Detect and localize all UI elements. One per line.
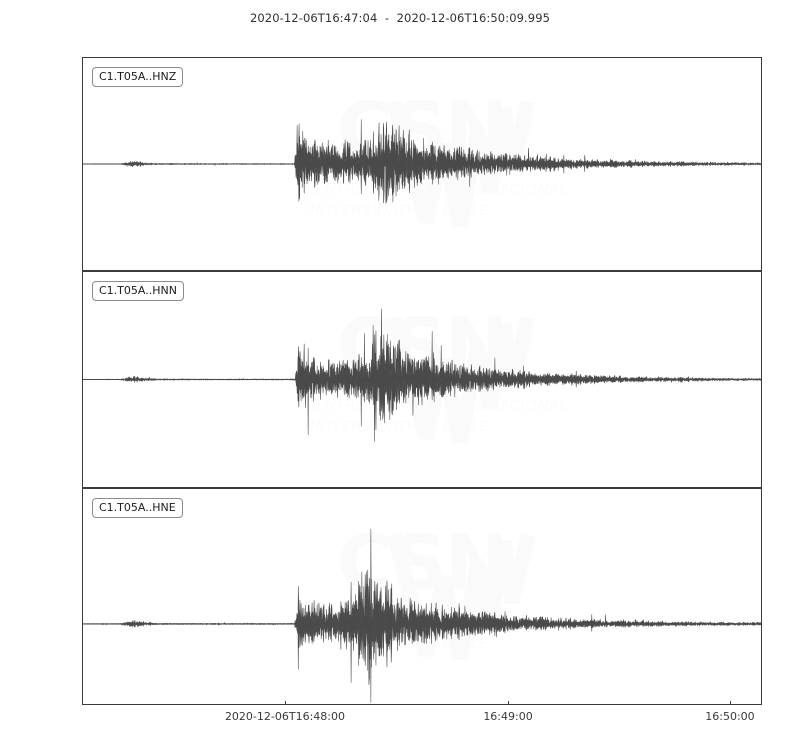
channel-label-hnz[interactable]: C1.T05A..HNZ bbox=[92, 67, 184, 87]
waveform-panel-hnn[interactable]: CSN CENTRO SISMOLÓGICO NACIONAL UNIVERSIDA… bbox=[82, 271, 762, 488]
ytick-mark-hnz-0 bbox=[82, 81, 83, 82]
ytick-mark-hnn-0 bbox=[82, 296, 83, 297]
ytick-mark-hnn-4 bbox=[82, 465, 83, 466]
waveform-trace-hne bbox=[83, 528, 761, 703]
ytick-mark-hne-3 bbox=[82, 672, 83, 673]
ytick-mark-hnn-1 bbox=[82, 338, 83, 339]
waveform-trace-hnz bbox=[83, 119, 761, 204]
ytick-mark-hne-2 bbox=[82, 625, 83, 626]
xtick-mark-0 bbox=[284, 701, 286, 705]
channel-label-hnn[interactable]: C1.T05A..HNN bbox=[92, 281, 184, 301]
ytick-mark-hne-0 bbox=[82, 531, 83, 532]
ytick-mark-hnz-1 bbox=[82, 123, 83, 124]
waveform-panel-hnz[interactable]: CSN CENTRO SISMOLÓGICO NACIONAL UNIVERSIDA… bbox=[82, 57, 762, 271]
channel-label-hne[interactable]: C1.T05A..HNE bbox=[92, 498, 183, 518]
x-axis: 2020-12-06T16:48:00 16:49:00 16:50:00 bbox=[82, 701, 762, 745]
axes-stack: CSN CENTRO SISMOLÓGICO NACIONAL UNIVERSIDA… bbox=[82, 57, 762, 705]
ytick-mark-hnz-2 bbox=[82, 165, 83, 166]
ytick-mark-hnz-4 bbox=[82, 249, 83, 250]
ytick-mark-hnz-3 bbox=[82, 207, 83, 208]
waveform-trace-hnn bbox=[83, 308, 761, 442]
ytick-mark-hnn-3 bbox=[82, 423, 83, 424]
figure-title: 2020-12-06T16:47:04 - 2020-12-06T16:50:0… bbox=[249, 11, 551, 25]
ytick-mark-hne-1 bbox=[82, 578, 83, 579]
xtick-label-2: 16:50:00 bbox=[705, 710, 755, 723]
xtick-label-1: 16:49:00 bbox=[483, 710, 533, 723]
xtick-mark-1 bbox=[508, 701, 510, 705]
xtick-label-0: 2020-12-06T16:48:00 bbox=[224, 710, 345, 723]
xtick-mark-2 bbox=[729, 701, 731, 705]
ytick-mark-hnn-2 bbox=[82, 381, 83, 382]
